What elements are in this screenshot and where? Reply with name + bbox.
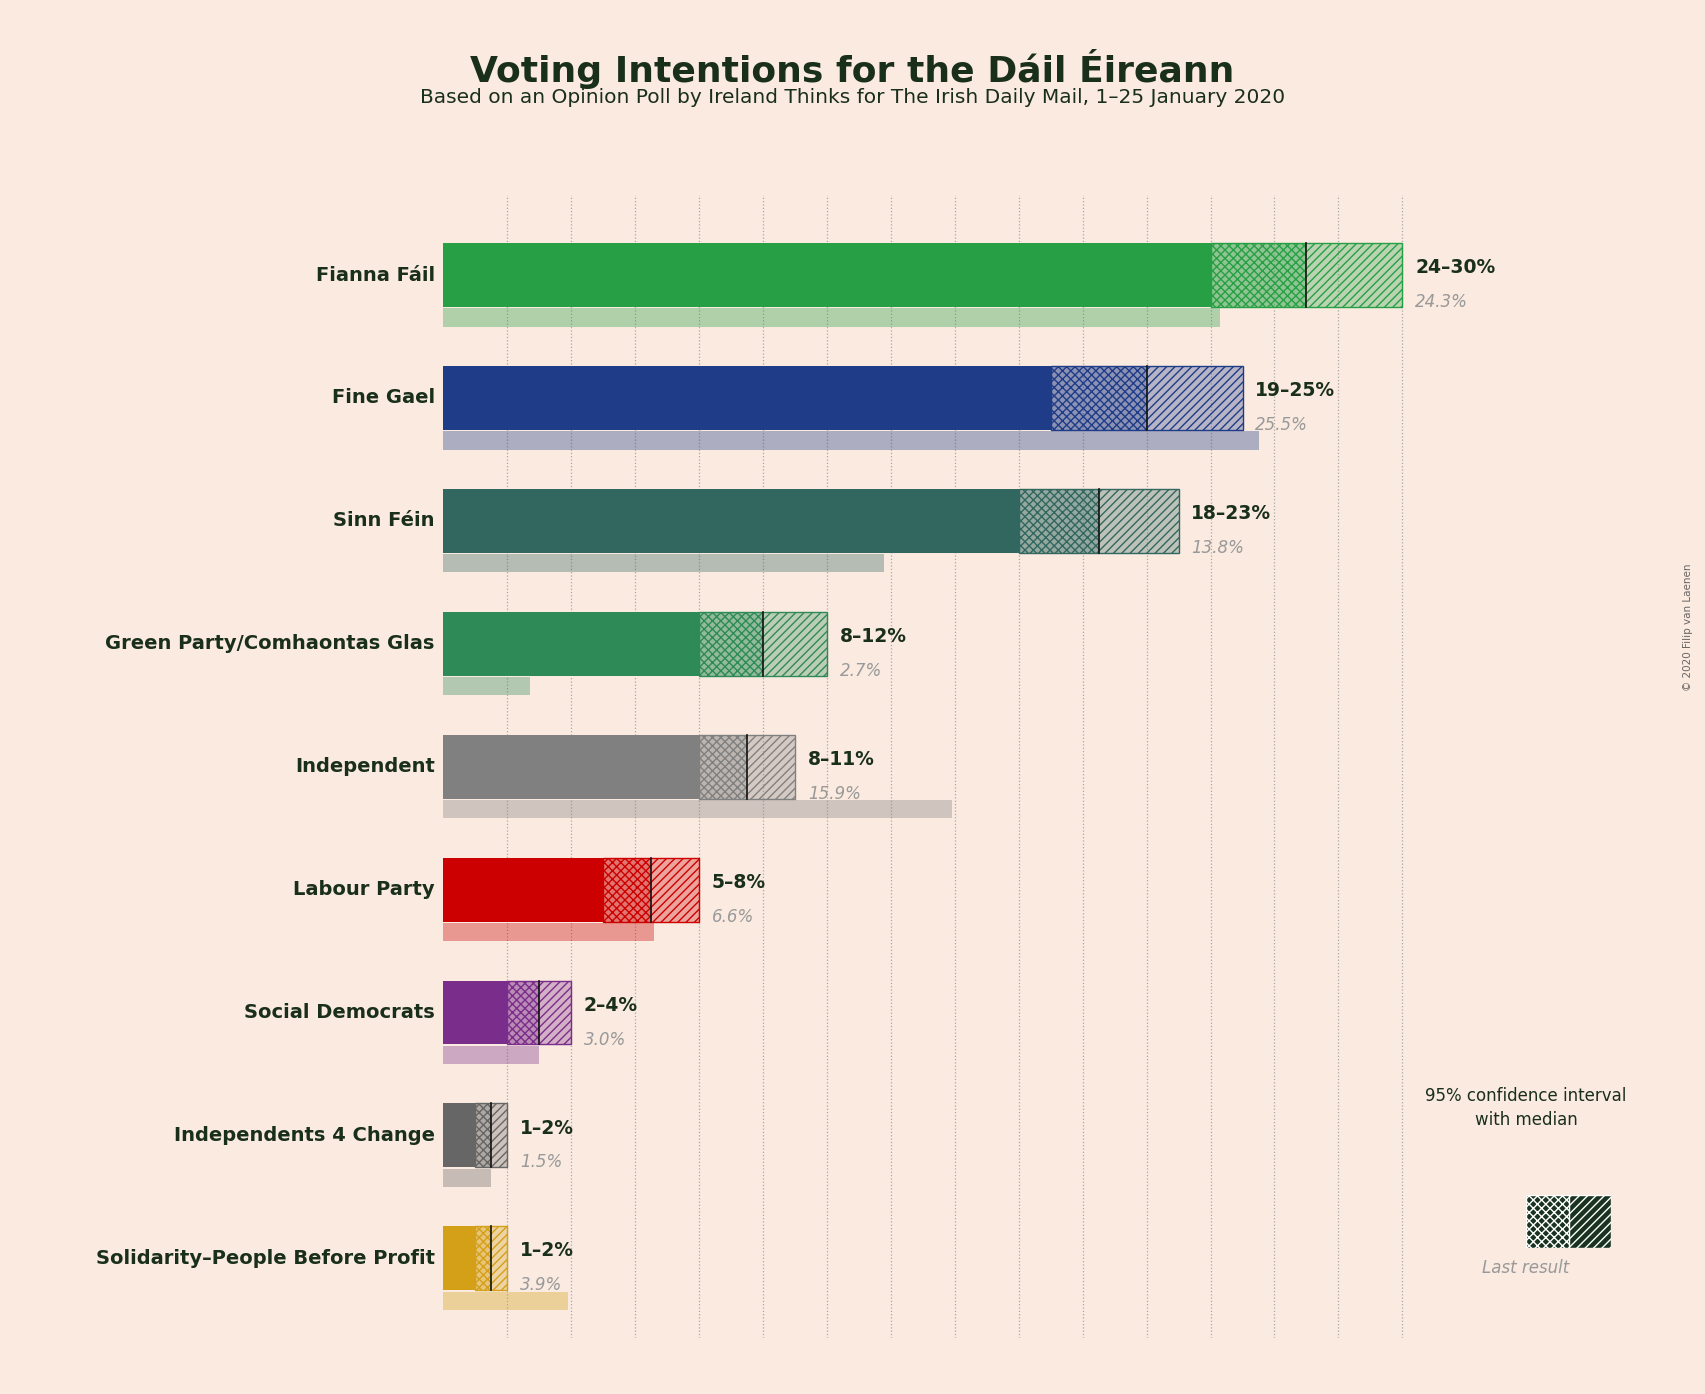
Text: 1.5%: 1.5% <box>520 1153 563 1171</box>
Bar <box>539 980 571 1044</box>
Text: Fianna Fáil: Fianna Fáil <box>315 265 435 284</box>
Bar <box>491 1227 508 1291</box>
Text: 2–4%: 2–4% <box>583 995 638 1015</box>
Bar <box>1098 489 1178 553</box>
Bar <box>604 857 651 921</box>
Text: 25.5%: 25.5% <box>1255 415 1308 434</box>
Bar <box>443 677 530 696</box>
Bar <box>443 367 1050 429</box>
Bar <box>508 980 539 1044</box>
Text: 2.7%: 2.7% <box>841 662 881 680</box>
Text: Solidarity–People Before Profit: Solidarity–People Before Profit <box>95 1249 435 1269</box>
Bar <box>476 1104 491 1167</box>
Bar <box>443 857 604 921</box>
Bar <box>443 1046 539 1064</box>
Text: 5–8%: 5–8% <box>713 873 766 892</box>
Bar <box>508 980 539 1044</box>
Bar <box>699 612 762 676</box>
Bar <box>491 1104 508 1167</box>
Bar <box>443 1168 491 1188</box>
Bar <box>539 980 571 1044</box>
Bar <box>443 308 1221 326</box>
Bar <box>476 1104 508 1167</box>
Bar <box>443 243 1211 307</box>
Bar <box>699 612 827 676</box>
Bar <box>1098 489 1178 553</box>
Bar <box>1146 367 1243 429</box>
Bar <box>443 735 699 799</box>
Bar <box>699 735 795 799</box>
Bar <box>508 980 571 1044</box>
Bar <box>699 612 762 676</box>
Bar <box>1211 243 1306 307</box>
Bar <box>651 857 699 921</box>
Bar <box>651 857 699 921</box>
Text: 13.8%: 13.8% <box>1192 539 1245 558</box>
Text: 95% confidence interval
with median: 95% confidence interval with median <box>1425 1087 1627 1129</box>
Bar <box>443 1227 476 1291</box>
Bar <box>1018 489 1098 553</box>
Bar <box>747 735 795 799</box>
Bar <box>443 980 508 1044</box>
Bar <box>443 1104 476 1167</box>
Bar <box>699 735 747 799</box>
Text: 3.9%: 3.9% <box>520 1277 563 1295</box>
Text: Last result: Last result <box>1482 1259 1570 1277</box>
Bar <box>443 431 1258 450</box>
Bar <box>491 1104 508 1167</box>
Bar <box>747 735 795 799</box>
Bar <box>443 553 885 573</box>
Bar <box>762 612 827 676</box>
Text: 8–11%: 8–11% <box>808 750 875 769</box>
Bar <box>699 735 747 799</box>
Bar <box>491 1227 508 1291</box>
Text: Independents 4 Change: Independents 4 Change <box>174 1126 435 1144</box>
Text: Fine Gael: Fine Gael <box>332 389 435 407</box>
Text: 1–2%: 1–2% <box>520 1242 575 1260</box>
Text: Green Party/Comhaontas Glas: Green Party/Comhaontas Glas <box>106 634 435 654</box>
Bar <box>604 857 699 921</box>
Text: 3.0%: 3.0% <box>583 1030 626 1048</box>
Text: Social Democrats: Social Democrats <box>244 1004 435 1022</box>
Text: 6.6%: 6.6% <box>713 907 754 926</box>
Bar <box>1050 367 1243 429</box>
Bar <box>443 800 951 818</box>
Text: 18–23%: 18–23% <box>1192 505 1272 523</box>
Bar <box>1306 243 1402 307</box>
Bar <box>476 1227 491 1291</box>
Bar <box>762 612 827 676</box>
Text: Voting Intentions for the Dáil Éireann: Voting Intentions for the Dáil Éireann <box>471 49 1234 89</box>
Bar <box>1306 243 1402 307</box>
Bar <box>476 1227 508 1291</box>
Bar <box>1018 489 1098 553</box>
Bar <box>1018 489 1178 553</box>
Bar <box>1211 243 1402 307</box>
Bar <box>1146 367 1243 429</box>
Text: Based on an Opinion Poll by Ireland Thinks for The Irish Daily Mail, 1–25 Januar: Based on an Opinion Poll by Ireland Thin… <box>419 88 1286 107</box>
Bar <box>1211 243 1306 307</box>
Bar <box>604 857 651 921</box>
Text: 19–25%: 19–25% <box>1255 381 1335 400</box>
Bar <box>1050 367 1146 429</box>
Bar <box>476 1227 491 1291</box>
Text: 1–2%: 1–2% <box>520 1118 575 1138</box>
Bar <box>443 923 655 941</box>
Text: 15.9%: 15.9% <box>808 785 861 803</box>
Text: Labour Party: Labour Party <box>293 880 435 899</box>
Bar <box>443 489 1018 553</box>
Bar <box>1050 367 1146 429</box>
Text: Sinn Féin: Sinn Féin <box>332 512 435 530</box>
Text: 8–12%: 8–12% <box>841 627 907 645</box>
Bar <box>443 1291 568 1310</box>
Text: Independent: Independent <box>295 757 435 776</box>
Bar <box>443 612 699 676</box>
Text: 24.3%: 24.3% <box>1415 293 1468 311</box>
Bar <box>476 1104 491 1167</box>
Text: © 2020 Filip van Laenen: © 2020 Filip van Laenen <box>1683 563 1693 691</box>
Text: 24–30%: 24–30% <box>1415 258 1495 277</box>
